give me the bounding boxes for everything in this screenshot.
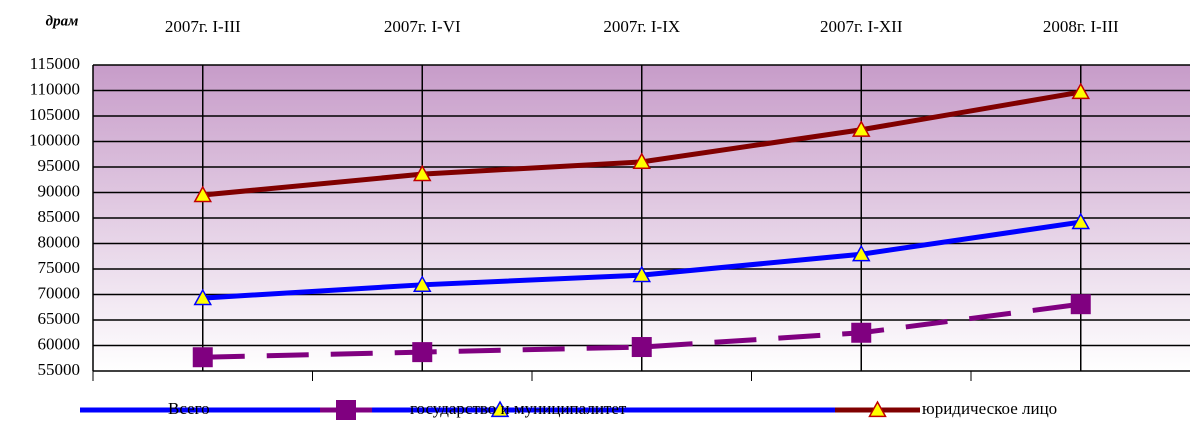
y-tick-label: 95000 xyxy=(38,156,81,175)
marker xyxy=(851,322,872,343)
y-tick-label: 85000 xyxy=(38,207,81,226)
y-tick-label: 75000 xyxy=(38,258,81,277)
marker xyxy=(1071,212,1091,230)
y-tick-label: 110000 xyxy=(30,79,80,98)
x-tick-label: 2007г. I-IX xyxy=(603,17,680,36)
legend-marker xyxy=(336,400,356,420)
y-tick-label: 90000 xyxy=(38,181,81,200)
y-tick-label: 60000 xyxy=(38,334,81,353)
marker xyxy=(631,337,652,358)
marker xyxy=(412,275,432,292)
y-tick-label: 100000 xyxy=(29,130,80,149)
x-tick-label: 2007г. I-VI xyxy=(384,17,461,36)
y-tick-label: 65000 xyxy=(38,309,81,328)
marker xyxy=(412,164,432,182)
x-tick-label: 2007г. I-III xyxy=(165,17,241,36)
marker xyxy=(192,347,213,368)
series-line xyxy=(202,301,1082,360)
x-tick-label: 2007г. I-XII xyxy=(820,17,903,36)
marker xyxy=(1071,82,1091,100)
y-tick-label: 70000 xyxy=(38,283,81,302)
y-tick-label: 80000 xyxy=(38,232,81,251)
marker xyxy=(851,244,871,262)
marker xyxy=(193,185,213,203)
y-tick-label: 115000 xyxy=(30,54,80,73)
legend-label: государство и муниципалитет xyxy=(410,399,627,418)
legend-marker xyxy=(490,400,510,418)
marker xyxy=(632,265,652,283)
x-tick-label: 2008г. I-III xyxy=(1043,17,1119,36)
marker xyxy=(1070,294,1091,315)
marker xyxy=(412,342,433,363)
legend-marker xyxy=(868,400,887,418)
marker xyxy=(632,152,652,170)
legend-label: Всего xyxy=(168,399,210,418)
marker xyxy=(851,120,871,137)
y-axis-label: драм xyxy=(46,13,79,29)
marker xyxy=(193,288,213,306)
y-tick-label: 105000 xyxy=(29,105,80,124)
legend-label: юридическое лицо xyxy=(922,399,1057,418)
y-tick-label: 55000 xyxy=(38,360,81,379)
